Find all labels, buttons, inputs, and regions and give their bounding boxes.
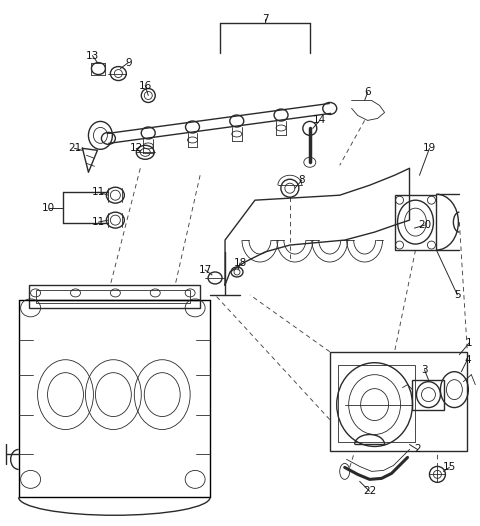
Text: 15: 15 bbox=[443, 462, 456, 472]
Text: 18: 18 bbox=[233, 258, 247, 268]
Text: 11: 11 bbox=[92, 217, 105, 227]
Text: 22: 22 bbox=[363, 487, 376, 497]
Text: 17: 17 bbox=[198, 265, 212, 275]
Text: 16: 16 bbox=[139, 80, 152, 90]
Bar bbox=[36, 290, 190, 303]
Bar bbox=[395, 195, 436, 250]
Text: 11: 11 bbox=[92, 187, 105, 197]
Bar bbox=[330, 352, 468, 451]
Text: 7: 7 bbox=[262, 14, 268, 24]
Bar bbox=[338, 365, 416, 442]
Bar bbox=[412, 380, 444, 410]
Text: 4: 4 bbox=[464, 355, 471, 365]
Text: 2: 2 bbox=[414, 444, 421, 454]
Text: 21: 21 bbox=[68, 143, 81, 154]
Text: 1: 1 bbox=[466, 338, 473, 348]
Bar bbox=[29, 285, 200, 308]
Text: 10: 10 bbox=[42, 203, 55, 213]
Text: 9: 9 bbox=[125, 57, 132, 67]
Text: 6: 6 bbox=[364, 87, 371, 97]
Text: 20: 20 bbox=[418, 220, 431, 230]
Text: 3: 3 bbox=[421, 365, 428, 375]
Text: 14: 14 bbox=[313, 115, 326, 125]
Text: 8: 8 bbox=[299, 175, 305, 185]
Text: 12: 12 bbox=[130, 143, 143, 154]
Text: 5: 5 bbox=[454, 290, 461, 300]
Text: 19: 19 bbox=[423, 143, 436, 154]
Text: 13: 13 bbox=[86, 50, 99, 60]
